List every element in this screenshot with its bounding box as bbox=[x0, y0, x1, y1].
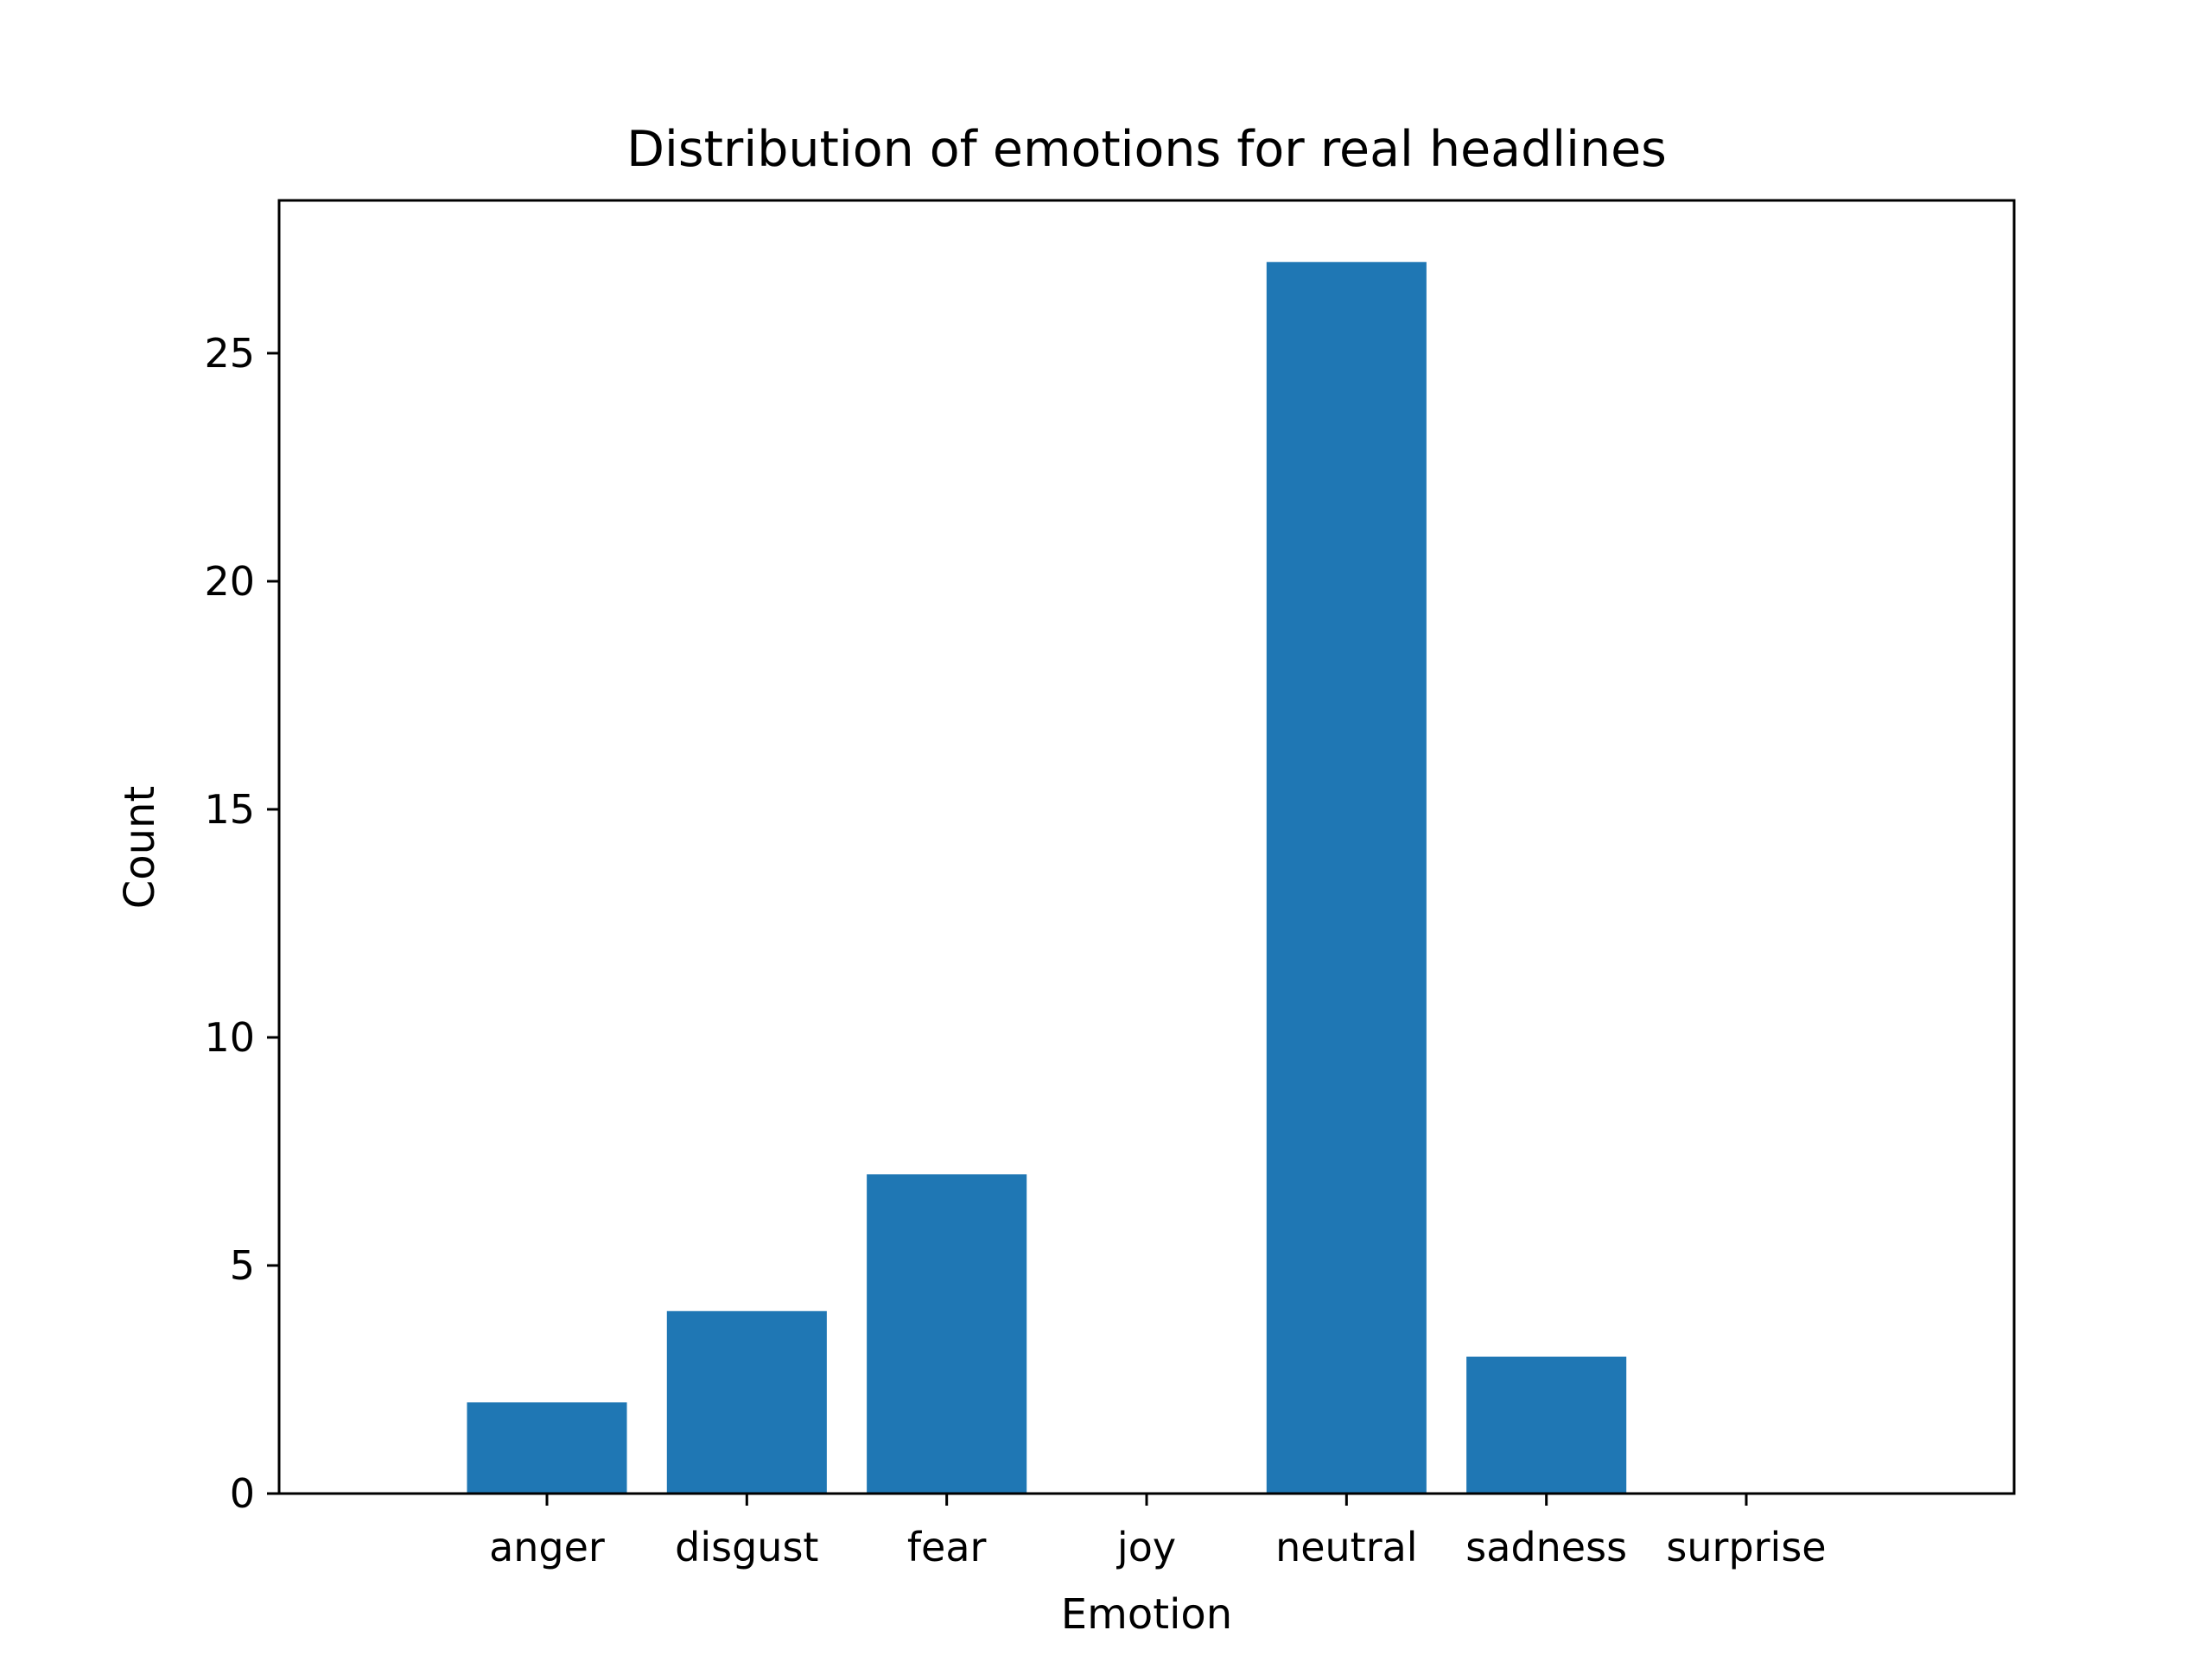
x-axis-label: Emotion bbox=[1061, 1590, 1232, 1639]
x-tick-label: anger bbox=[489, 1524, 605, 1570]
bar-anger bbox=[467, 1402, 627, 1494]
bar-neutral bbox=[1266, 262, 1427, 1494]
bar-disgust bbox=[666, 1310, 827, 1494]
ticks-layer: anger disgust fear joy neutral sadness surpris… bbox=[204, 330, 1826, 1570]
y-tick-label: 10 bbox=[204, 1014, 255, 1061]
y-tick-label: 15 bbox=[204, 786, 255, 833]
x-tick-label: neutral bbox=[1275, 1524, 1418, 1570]
x-tick-label: joy bbox=[1116, 1524, 1176, 1570]
y-tick-label: 20 bbox=[204, 558, 255, 605]
y-axis-label: Count bbox=[116, 786, 164, 910]
x-tick-label: sadness bbox=[1465, 1524, 1627, 1570]
y-tick-label: 25 bbox=[204, 330, 255, 377]
x-tick-label: surprise bbox=[1666, 1524, 1826, 1570]
plot-frame bbox=[277, 199, 2016, 1495]
y-tick-label: 0 bbox=[230, 1470, 255, 1517]
bar-fear bbox=[867, 1174, 1027, 1494]
y-tick-label: 5 bbox=[230, 1242, 255, 1289]
bar-sadness bbox=[1466, 1356, 1627, 1494]
x-tick-label: fear bbox=[907, 1524, 987, 1570]
bars-layer bbox=[467, 262, 1627, 1494]
x-tick-label: disgust bbox=[675, 1524, 818, 1570]
chart-title: Distribution of emotions for real headli… bbox=[626, 121, 1667, 178]
